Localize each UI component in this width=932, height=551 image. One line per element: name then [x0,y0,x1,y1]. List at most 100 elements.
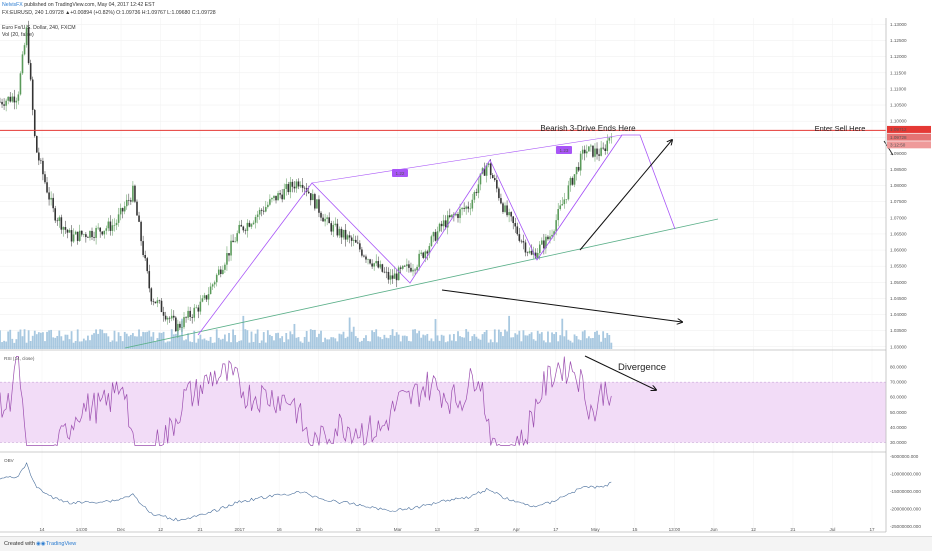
volume-bar [489,339,492,349]
candle-body [553,231,555,235]
volume-bar [471,336,474,349]
candle-body [72,234,75,242]
candle-body [406,264,408,267]
candle-body [538,244,541,253]
volume-bar [277,332,279,349]
volume-bar [358,341,361,349]
candle-body [373,263,375,267]
volume-bar [44,341,46,349]
volume-bar [299,341,302,349]
candle-body [201,298,204,302]
volume-bar [107,336,110,349]
volume-bar [279,338,282,349]
volume-bar [551,332,553,349]
volume-bar [610,342,613,349]
candle-body [40,160,42,162]
rsi-tick-label: 50.0000 [890,410,907,415]
candle-body [136,201,138,216]
candle-body [138,215,140,222]
volume-bar [526,335,529,349]
candle-body [295,181,298,189]
candle-body [158,300,161,301]
price-tick-label: 1.07500 [890,199,907,204]
volume-bar [356,337,359,349]
candle-body [316,199,318,209]
candle-body [361,249,363,256]
candle-body [103,230,106,235]
candle-body [430,236,433,246]
candle-body [579,153,582,171]
volume-bar [129,334,132,349]
candle-body [130,200,132,202]
candle-body [85,234,87,238]
publisher-name[interactable]: NelvisFX [2,2,23,8]
volume-bar [444,342,447,349]
volume-bar [215,329,218,349]
three-drive-pattern [197,134,676,336]
candle-body [557,209,559,221]
candle-body [395,273,398,281]
candle-body [109,221,112,231]
sell-label: Enter Sell Here [815,124,866,133]
candle-body [285,184,288,189]
volume-bar [538,333,541,349]
volume-bar [42,332,44,349]
candle-body [592,145,594,157]
volume-bar [318,333,320,349]
divergence-label: Divergence [618,362,666,373]
volume-bar [93,333,95,349]
candle-body [322,217,324,222]
volume-bar [387,338,390,349]
candle-body [177,323,179,332]
volume-bar [211,342,214,349]
time-tick-label: 12 [158,527,164,532]
candle-body [254,216,257,223]
volume-bar [440,334,443,349]
candle-body [410,267,412,272]
price-tick-label: 1.11500 [890,70,907,75]
volume-bar [587,336,590,349]
candle-body [275,195,277,201]
candle-body [389,275,392,280]
tradingview-logo-icon[interactable]: ◉◉ [36,541,46,547]
price-badge-label: 1.09712 [890,127,907,132]
tradingview-brand[interactable]: TradingView [46,541,77,547]
candle-body [211,284,214,287]
volume-bar [37,332,40,349]
volume-bar [273,340,275,349]
candle-body [577,166,580,171]
time-tick-label: 13 [435,527,441,532]
candle-body [467,206,470,209]
candle-body [1,101,3,105]
volume-bar [285,333,288,349]
obv-line [0,462,612,522]
volume-bar [502,336,504,349]
candle-body [128,199,130,201]
candle-body [344,229,347,240]
volume-bar [450,340,453,349]
volume-bar [598,334,600,349]
price-tick-label: 1.05000 [890,280,907,285]
time-tick-label: 13 [356,527,362,532]
volume-bar [142,331,145,349]
candle-body [473,192,476,200]
candle-body [89,230,91,238]
candle-body [183,317,185,328]
price-tick-label: 1.08500 [890,167,907,172]
volume-bar [266,330,269,349]
candle-body [307,191,310,194]
volume-bar [201,339,204,349]
volume-bar [25,342,28,349]
candle-body [215,274,218,283]
time-tick-label: 16 [277,527,283,532]
obv-tick-label: -20000000.000 [890,507,921,512]
volume-bar [248,342,251,349]
volume-bar [542,340,545,349]
volume-bar [561,318,564,349]
volume-bar [463,337,466,349]
ratio-badge [392,169,408,177]
candle-body [99,227,101,232]
candle-body [399,267,402,269]
volume-bar [174,333,177,349]
